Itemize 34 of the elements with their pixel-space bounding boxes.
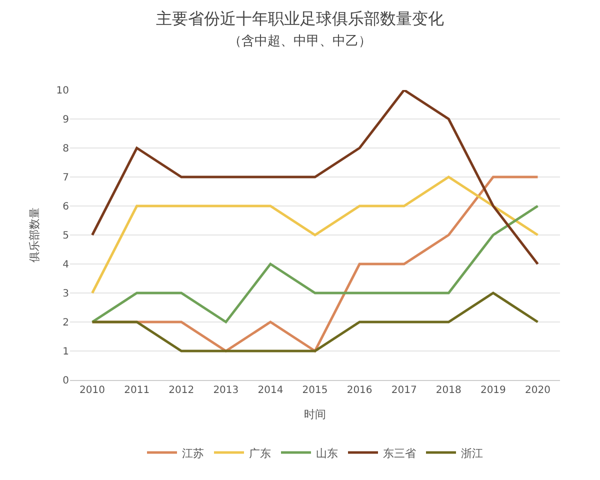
x-tick-label: 2012 (168, 385, 194, 396)
y-tick-label: 9 (62, 114, 69, 126)
legend-label: 浙江 (461, 446, 483, 460)
y-tick-label: 5 (62, 230, 69, 242)
legend-label: 山东 (316, 446, 338, 460)
y-tick-label: 0 (62, 376, 69, 386)
x-tick-label: 2011 (124, 385, 150, 396)
chart-title: 主要省份近十年职业足球俱乐部数量变化 (156, 9, 444, 28)
chart-subtitle: （含中超、中甲、中乙） (228, 34, 372, 49)
y-axis-title: 俱乐部数量 (28, 208, 41, 262)
y-tick-label: 10 (56, 86, 69, 96)
y-tick-label: 2 (62, 318, 69, 328)
y-tick-label: 3 (62, 288, 69, 300)
x-tick-label: 2016 (346, 385, 372, 396)
x-tick-label: 2018 (436, 385, 462, 396)
x-tick-label: 2019 (480, 385, 506, 396)
legend-label: 东三省 (383, 446, 416, 460)
x-tick-label: 2020 (525, 385, 550, 396)
y-tick-label: 7 (62, 172, 69, 184)
x-axis-title: 时间 (304, 408, 326, 422)
y-tick-label: 4 (62, 260, 69, 270)
x-tick-label: 2013 (213, 385, 239, 396)
x-tick-label: 2015 (302, 385, 328, 396)
y-tick-label: 8 (62, 144, 69, 154)
line-series (91, 90, 539, 266)
x-tick-label: 2014 (258, 385, 284, 396)
y-tick-label: 6 (62, 202, 69, 212)
y-tick-label: 1 (62, 346, 69, 358)
x-tick-label: 2017 (391, 385, 417, 396)
line-series (91, 176, 539, 294)
legend-label: 江苏 (182, 446, 204, 460)
legend-label: 广东 (249, 446, 271, 460)
line-series (91, 204, 539, 324)
x-tick-label: 2010 (80, 385, 105, 396)
